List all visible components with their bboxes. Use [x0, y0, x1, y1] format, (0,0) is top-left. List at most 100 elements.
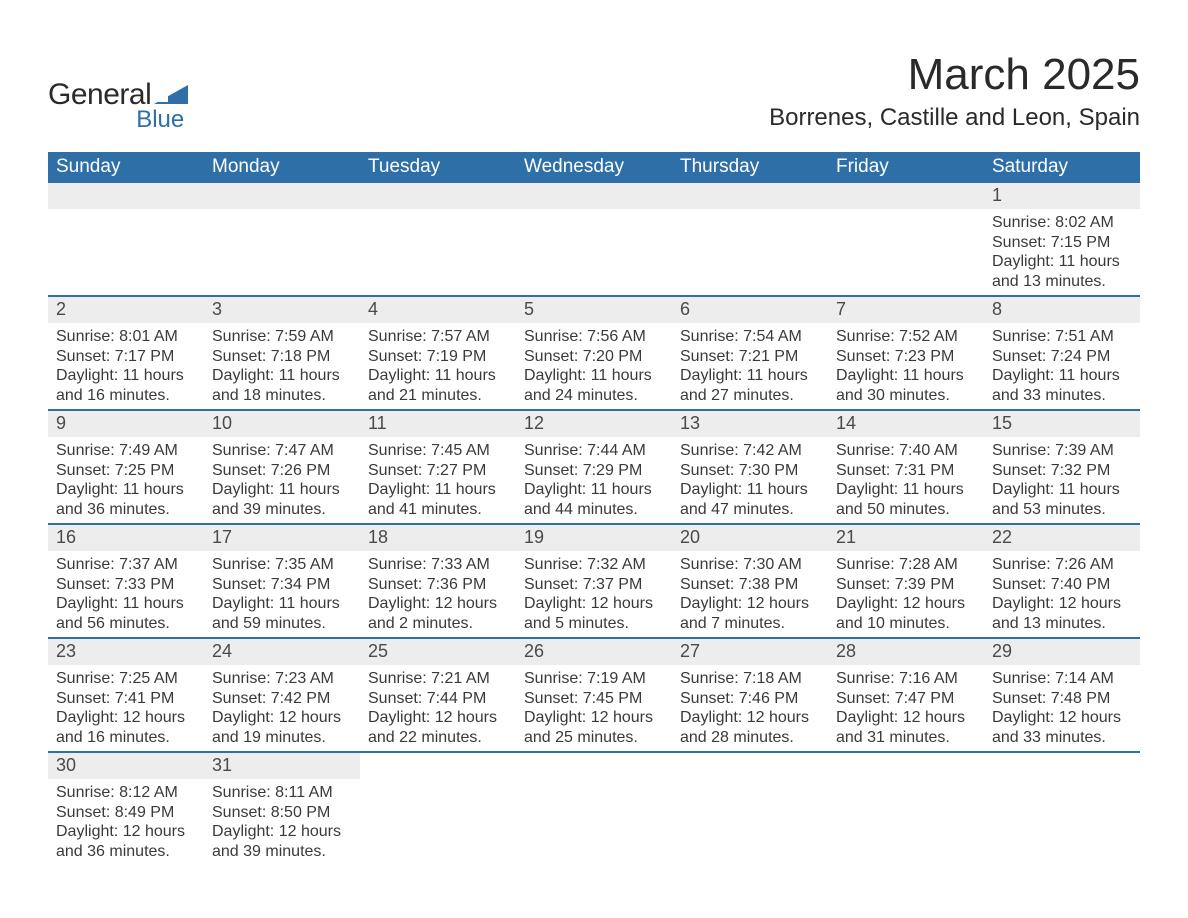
day-details: Sunrise: 7:33 AMSunset: 7:36 PMDaylight:…: [360, 551, 516, 637]
sunrise-line: Sunrise: 8:02 AM: [992, 213, 1132, 233]
sunset-line: Sunset: 7:30 PM: [680, 461, 820, 481]
day-details: Sunrise: 8:12 AMSunset: 8:49 PMDaylight:…: [48, 779, 204, 865]
day-number: 23: [48, 639, 204, 665]
calendar-day-cell: 5Sunrise: 7:56 AMSunset: 7:20 PMDaylight…: [516, 297, 672, 409]
sunrise-line: Sunrise: 7:47 AM: [212, 441, 352, 461]
day-number: 17: [204, 525, 360, 551]
daylight-line: Daylight: 11 hours and 56 minutes.: [56, 594, 196, 633]
daylight-line: Daylight: 12 hours and 25 minutes.: [524, 708, 664, 747]
calendar-day-cell: 25Sunrise: 7:21 AMSunset: 7:44 PMDayligh…: [360, 639, 516, 751]
sunrise-line: Sunrise: 7:44 AM: [524, 441, 664, 461]
sunrise-line: Sunrise: 7:33 AM: [368, 555, 508, 575]
weekday-header: Monday: [204, 152, 360, 183]
day-details: Sunrise: 7:23 AMSunset: 7:42 PMDaylight:…: [204, 665, 360, 751]
weekday-header: Sunday: [48, 152, 204, 183]
calendar-day-cell: [48, 183, 204, 295]
sunrise-line: Sunrise: 7:42 AM: [680, 441, 820, 461]
daylight-line: Daylight: 12 hours and 31 minutes.: [836, 708, 976, 747]
sunrise-line: Sunrise: 7:56 AM: [524, 327, 664, 347]
calendar-day-cell: 24Sunrise: 7:23 AMSunset: 7:42 PMDayligh…: [204, 639, 360, 751]
daylight-line: Daylight: 11 hours and 39 minutes.: [212, 480, 352, 519]
day-number: [360, 753, 516, 779]
calendar-day-cell: 10Sunrise: 7:47 AMSunset: 7:26 PMDayligh…: [204, 411, 360, 523]
day-details: Sunrise: 7:59 AMSunset: 7:18 PMDaylight:…: [204, 323, 360, 409]
day-number: 9: [48, 411, 204, 437]
sunrise-line: Sunrise: 7:45 AM: [368, 441, 508, 461]
calendar-day-cell: [516, 183, 672, 295]
day-details: Sunrise: 7:37 AMSunset: 7:33 PMDaylight:…: [48, 551, 204, 637]
day-details: Sunrise: 7:28 AMSunset: 7:39 PMDaylight:…: [828, 551, 984, 637]
calendar-day-cell: 23 Sunrise: 7:25 AMSunset: 7:41 PMDayligh…: [48, 639, 204, 751]
day-details: Sunrise: 7:54 AMSunset: 7:21 PMDaylight:…: [672, 323, 828, 409]
day-details: Sunrise: 8:02 AMSunset: 7:15 PMDaylight:…: [984, 209, 1140, 295]
weekday-header: Friday: [828, 152, 984, 183]
day-number: 30: [48, 753, 204, 779]
day-number: 28: [828, 639, 984, 665]
daylight-line: Daylight: 11 hours and 30 minutes.: [836, 366, 976, 405]
sunset-line: Sunset: 7:39 PM: [836, 575, 976, 595]
sunrise-line: Sunrise: 7:30 AM: [680, 555, 820, 575]
day-details: Sunrise: 7:18 AMSunset: 7:46 PMDaylight:…: [672, 665, 828, 751]
day-number: 2: [48, 297, 204, 323]
day-number: [360, 183, 516, 209]
sunset-line: Sunset: 7:36 PM: [368, 575, 508, 595]
daylight-line: Daylight: 11 hours and 16 minutes.: [56, 366, 196, 405]
day-number: [828, 753, 984, 779]
day-number: 10: [204, 411, 360, 437]
daylight-line: Daylight: 11 hours and 24 minutes.: [524, 366, 664, 405]
day-details: Sunrise: 7:21 AMSunset: 7:44 PMDaylight:…: [360, 665, 516, 751]
day-details: Sunrise: 7:52 AMSunset: 7:23 PMDaylight:…: [828, 323, 984, 409]
calendar-day-cell: 11Sunrise: 7:45 AMSunset: 7:27 PMDayligh…: [360, 411, 516, 523]
daylight-line: Daylight: 11 hours and 33 minutes.: [992, 366, 1132, 405]
sunset-line: Sunset: 7:24 PM: [992, 347, 1132, 367]
calendar: SundayMondayTuesdayWednesdayThursdayFrid…: [48, 152, 1140, 865]
day-details: Sunrise: 7:16 AMSunset: 7:47 PMDaylight:…: [828, 665, 984, 751]
day-number: [48, 183, 204, 209]
calendar-day-cell: [360, 183, 516, 295]
day-number: 22: [984, 525, 1140, 551]
daylight-line: Daylight: 11 hours and 50 minutes.: [836, 480, 976, 519]
sunrise-line: Sunrise: 7:59 AM: [212, 327, 352, 347]
day-number: 16: [48, 525, 204, 551]
sunset-line: Sunset: 7:27 PM: [368, 461, 508, 481]
sunrise-line: Sunrise: 8:01 AM: [56, 327, 196, 347]
day-number: 25: [360, 639, 516, 665]
day-number: 24: [204, 639, 360, 665]
day-number: 11: [360, 411, 516, 437]
day-number: 14: [828, 411, 984, 437]
sunset-line: Sunset: 7:38 PM: [680, 575, 820, 595]
daylight-line: Daylight: 11 hours and 18 minutes.: [212, 366, 352, 405]
sunset-line: Sunset: 7:45 PM: [524, 689, 664, 709]
daylight-line: Daylight: 12 hours and 33 minutes.: [992, 708, 1132, 747]
daylight-line: Daylight: 12 hours and 36 minutes.: [56, 822, 196, 861]
calendar-week-row: 23Sunrise: 7:25 AMSunset: 7:41 PMDayligh…: [48, 639, 1140, 753]
sunset-line: Sunset: 7:21 PM: [680, 347, 820, 367]
brand-triangle-icon: [154, 82, 188, 109]
calendar-week-row: 16Sunrise: 7:37 AMSunset: 7:33 PMDayligh…: [48, 525, 1140, 639]
daylight-line: Daylight: 12 hours and 16 minutes.: [56, 708, 196, 747]
calendar-day-cell: 12Sunrise: 7:44 AMSunset: 7:29 PMDayligh…: [516, 411, 672, 523]
calendar-day-cell: 4Sunrise: 7:57 AMSunset: 7:19 PMDaylight…: [360, 297, 516, 409]
sunset-line: Sunset: 8:50 PM: [212, 803, 352, 823]
day-details: Sunrise: 7:49 AMSunset: 7:25 PMDaylight:…: [48, 437, 204, 523]
sunset-line: Sunset: 7:41 PM: [56, 689, 196, 709]
sunrise-line: Sunrise: 7:40 AM: [836, 441, 976, 461]
month-title: March 2025: [769, 50, 1140, 100]
sunset-line: Sunset: 7:34 PM: [212, 575, 352, 595]
sunset-line: Sunset: 7:25 PM: [56, 461, 196, 481]
day-number: 7: [828, 297, 984, 323]
calendar-day-cell: [672, 753, 828, 865]
sunset-line: Sunset: 7:46 PM: [680, 689, 820, 709]
daylight-line: Daylight: 12 hours and 13 minutes.: [992, 594, 1132, 633]
sunset-line: Sunset: 7:15 PM: [992, 233, 1132, 253]
calendar-day-cell: [984, 753, 1140, 865]
sunset-line: Sunset: 7:47 PM: [836, 689, 976, 709]
day-number: 6: [672, 297, 828, 323]
day-details: Sunrise: 7:57 AMSunset: 7:19 PMDaylight:…: [360, 323, 516, 409]
weekday-header: Tuesday: [360, 152, 516, 183]
calendar-day-cell: 21Sunrise: 7:28 AMSunset: 7:39 PMDayligh…: [828, 525, 984, 637]
sunset-line: Sunset: 7:20 PM: [524, 347, 664, 367]
sunrise-line: Sunrise: 7:25 AM: [56, 669, 196, 689]
sunrise-line: Sunrise: 7:26 AM: [992, 555, 1132, 575]
day-details: Sunrise: 7:47 AMSunset: 7:26 PMDaylight:…: [204, 437, 360, 523]
